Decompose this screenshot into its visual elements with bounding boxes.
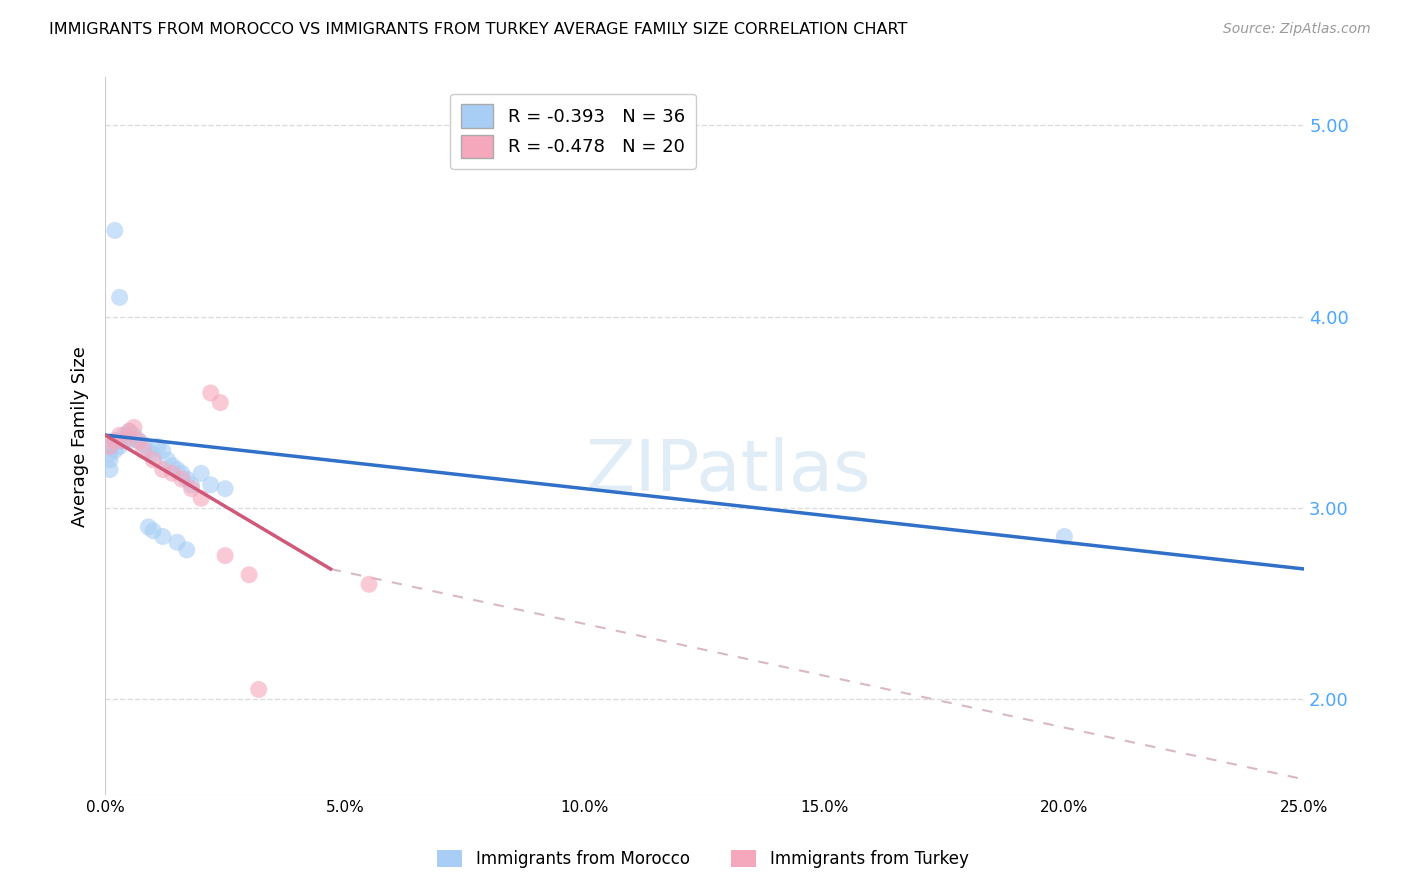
- Point: [118, 425, 141, 439]
- Point: [214, 549, 236, 563]
- Point: [152, 462, 174, 476]
- Point: [214, 482, 236, 496]
- Point: [122, 428, 145, 442]
- Point: [209, 395, 232, 409]
- Legend: Immigrants from Morocco, Immigrants from Turkey: Immigrants from Morocco, Immigrants from…: [430, 843, 976, 875]
- Point: [180, 478, 202, 492]
- Point: [142, 524, 165, 538]
- Point: [98, 453, 121, 467]
- Point: [238, 567, 260, 582]
- Point: [128, 434, 150, 448]
- Point: [146, 440, 169, 454]
- Point: [98, 440, 121, 454]
- Point: [104, 443, 127, 458]
- Point: [138, 443, 160, 458]
- Point: [247, 682, 270, 697]
- Point: [112, 434, 135, 448]
- Point: [108, 290, 131, 304]
- Point: [128, 434, 150, 448]
- Point: [357, 577, 380, 591]
- Point: [166, 535, 188, 549]
- Text: ZIPatlas: ZIPatlas: [586, 437, 872, 507]
- Point: [98, 440, 121, 454]
- Point: [180, 482, 202, 496]
- Point: [200, 478, 222, 492]
- Point: [98, 447, 121, 461]
- Point: [142, 453, 165, 467]
- Point: [190, 467, 212, 481]
- Point: [98, 462, 121, 476]
- Point: [152, 529, 174, 543]
- Text: IMMIGRANTS FROM MOROCCO VS IMMIGRANTS FROM TURKEY AVERAGE FAMILY SIZE CORRELATIO: IMMIGRANTS FROM MOROCCO VS IMMIGRANTS FR…: [49, 22, 908, 37]
- Point: [156, 453, 179, 467]
- Point: [122, 420, 145, 434]
- Point: [108, 434, 131, 448]
- Legend: R = -0.393   N = 36, R = -0.478   N = 20: R = -0.393 N = 36, R = -0.478 N = 20: [450, 94, 696, 169]
- Point: [132, 438, 155, 452]
- Y-axis label: Average Family Size: Average Family Size: [72, 345, 89, 526]
- Point: [112, 428, 135, 442]
- Point: [176, 472, 198, 486]
- Point: [176, 542, 198, 557]
- Point: [132, 443, 155, 458]
- Point: [104, 434, 127, 448]
- Point: [166, 462, 188, 476]
- Point: [170, 467, 193, 481]
- Point: [162, 467, 184, 481]
- Point: [200, 386, 222, 401]
- Point: [152, 443, 174, 458]
- Point: [108, 428, 131, 442]
- Point: [104, 434, 127, 448]
- Point: [138, 520, 160, 534]
- Text: Source: ZipAtlas.com: Source: ZipAtlas.com: [1223, 22, 1371, 37]
- Point: [142, 447, 165, 461]
- Point: [112, 434, 135, 448]
- Point: [190, 491, 212, 506]
- Point: [170, 472, 193, 486]
- Point: [104, 223, 127, 237]
- Point: [162, 458, 184, 473]
- Point: [118, 425, 141, 439]
- Point: [118, 434, 141, 448]
- Point: [108, 440, 131, 454]
- Point: [1053, 529, 1076, 543]
